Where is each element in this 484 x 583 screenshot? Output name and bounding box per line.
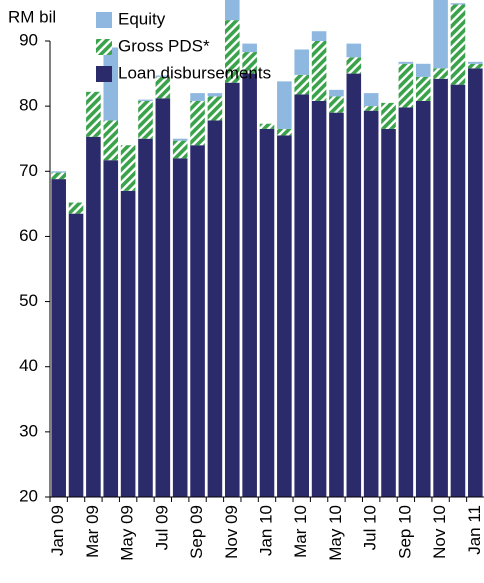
bar-segment: [468, 63, 483, 69]
bar-segment: [277, 135, 292, 497]
bar-segment: [51, 172, 66, 180]
bar-segment: [242, 43, 257, 53]
y-tick-label: 80: [19, 96, 38, 115]
y-tick-label: 40: [19, 356, 38, 375]
y-tick-label: 50: [19, 291, 38, 310]
y-tick-label: 90: [19, 30, 38, 49]
legend-label: Loan disbursements: [118, 63, 271, 82]
bar-segment: [450, 3, 466, 5]
x-tick-label: May 09: [118, 505, 137, 561]
y-tick-label: 60: [19, 226, 38, 245]
x-tick-label: Jul 10: [361, 505, 380, 550]
bar-segment: [68, 213, 84, 497]
bar-segment: [329, 96, 344, 113]
bar-segment: [155, 98, 171, 497]
bar-segment: [103, 160, 119, 497]
bar-segment: [433, 68, 448, 79]
bar-segment: [172, 140, 188, 159]
bar-segment: [311, 31, 327, 41]
bar-segment: [207, 120, 223, 497]
bar-segment: [311, 41, 327, 101]
bar-segment: [363, 106, 379, 111]
bar-segment: [224, 0, 240, 21]
x-tick-label: Mar 09: [83, 505, 102, 558]
bar-segment: [398, 61, 414, 64]
x-tick-label: Nov 09: [222, 505, 241, 559]
bar-segment: [450, 84, 466, 497]
bar-segment: [363, 110, 379, 498]
bar-segment: [172, 138, 188, 141]
bar-segment: [433, 78, 448, 497]
bar-segment: [51, 171, 66, 173]
x-tick-label: Jan 11: [465, 505, 484, 555]
bar-segment: [363, 93, 379, 107]
bar-segment: [381, 128, 396, 497]
y-axis-label: RM bil: [8, 7, 56, 26]
bar-segment: [468, 61, 483, 64]
x-tick-label: Sep 09: [187, 505, 206, 559]
x-tick-label: Jan 10: [256, 505, 275, 556]
bar-segment: [346, 73, 362, 498]
bar-segment: [242, 73, 257, 498]
bar-segment: [294, 74, 310, 95]
bar-segment: [155, 75, 171, 77]
legend-label: Gross PDS*: [118, 36, 210, 55]
bar-segment: [190, 145, 205, 497]
legend-swatch: [96, 39, 112, 55]
bar-segment: [381, 102, 396, 129]
legend-swatch: [96, 66, 112, 82]
bar-segment: [190, 93, 205, 101]
bar-segment: [138, 138, 153, 497]
bar-segment: [433, 0, 448, 69]
bar-segment: [242, 52, 257, 74]
bar-segment: [450, 4, 466, 85]
y-tick-label: 70: [19, 161, 38, 180]
bar-segment: [155, 76, 171, 99]
bar-segment: [259, 128, 275, 497]
x-tick-label: Sep 10: [395, 505, 414, 559]
bar-segment: [120, 145, 136, 191]
x-tick-label: Nov 10: [430, 505, 449, 559]
y-tick-label: 20: [19, 486, 38, 505]
bar-segment: [346, 57, 362, 74]
bar-segment: [329, 112, 344, 498]
bar-segment: [138, 100, 153, 139]
bar-segment: [224, 20, 240, 83]
bar-segment: [311, 100, 327, 497]
bar-segment: [277, 128, 292, 136]
bar-segment: [207, 96, 223, 121]
bar-segment: [398, 107, 414, 498]
x-tick-label: Mar 10: [291, 505, 310, 558]
bar-segment: [207, 93, 223, 97]
x-tick-label: Jul 09: [152, 505, 171, 550]
bar-segment: [468, 68, 483, 498]
bar-segment: [120, 190, 136, 498]
legend-label: Equity: [118, 9, 166, 28]
bar-segment: [294, 49, 310, 75]
bar-segment: [103, 47, 119, 121]
bar-segment: [329, 89, 344, 97]
legend-swatch: [96, 12, 112, 28]
bar-segment: [277, 81, 292, 129]
bar-segment: [68, 202, 84, 214]
x-tick-label: Jan 09: [48, 505, 67, 556]
bar-segment: [103, 120, 119, 161]
bar-segment: [415, 76, 431, 101]
x-tick-label: May 10: [326, 505, 345, 561]
bar-segment: [138, 99, 153, 101]
bar-segment: [86, 91, 101, 137]
bar-segment: [415, 100, 431, 497]
bar-segment: [172, 158, 188, 497]
y-tick-label: 30: [19, 421, 38, 440]
bar-segment: [190, 100, 205, 146]
bar-segment: [259, 123, 275, 129]
bar-segment: [86, 136, 101, 497]
bar-segment: [51, 179, 66, 498]
bar-segment: [398, 63, 414, 108]
bar-segment: [294, 94, 310, 497]
bar-segment: [415, 63, 431, 77]
bar-segment: [224, 82, 240, 497]
bar-segment: [346, 43, 362, 58]
